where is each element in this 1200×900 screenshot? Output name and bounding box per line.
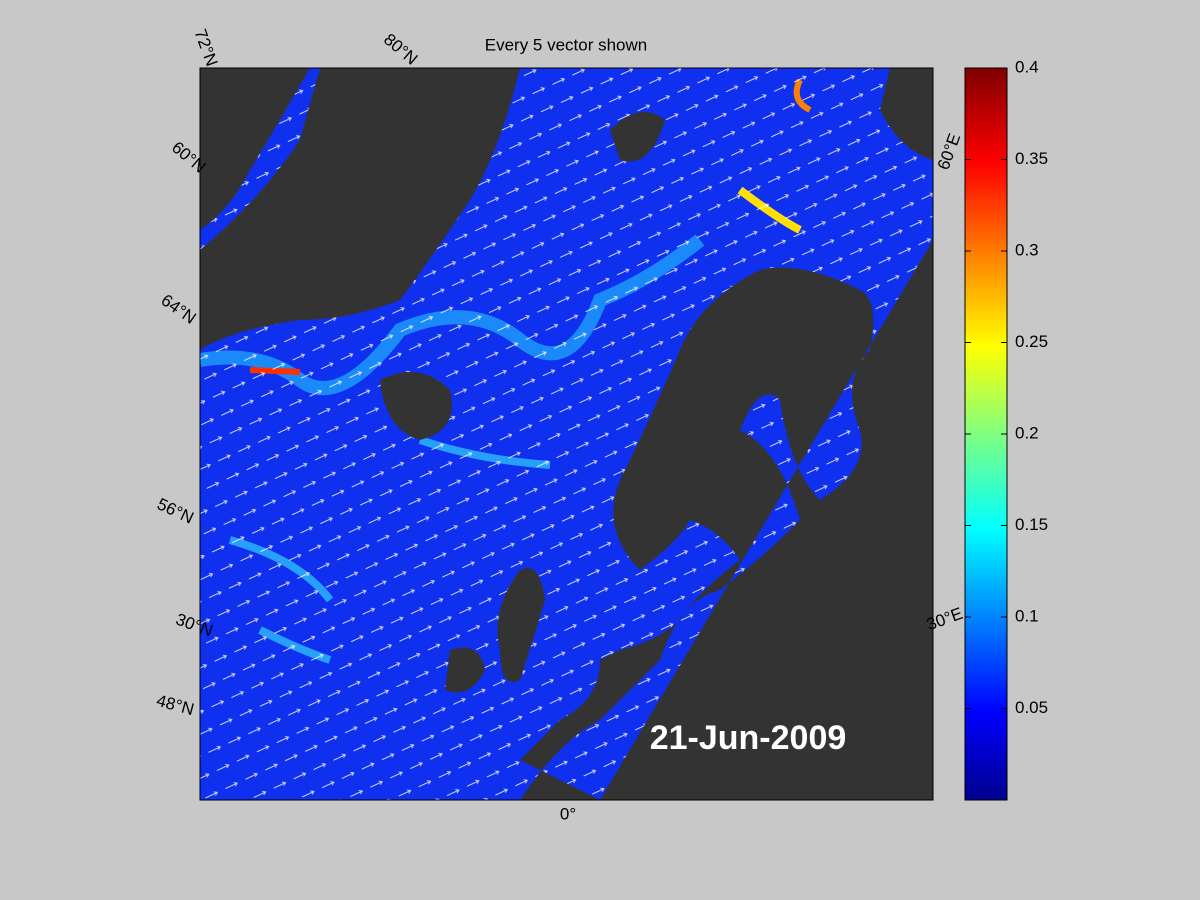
land xyxy=(610,112,665,162)
map-frame xyxy=(199,67,934,801)
colorbar-tick-label: 0.1 xyxy=(1015,606,1039,625)
land xyxy=(380,372,452,440)
land xyxy=(200,68,520,350)
colorbar-tick-label: 0.3 xyxy=(1015,240,1039,259)
colorbar-tick-label: 0.15 xyxy=(1015,515,1048,534)
date-label: 21-Jun-2009 xyxy=(650,719,847,757)
colorbar-tick-label: 0.35 xyxy=(1015,149,1048,168)
colorbar-tick-label: 0.05 xyxy=(1015,698,1048,717)
graticule-label: 0° xyxy=(560,804,576,823)
colorbar-tick-label: 0.4 xyxy=(1015,57,1039,76)
colorbar-tick-label: 0.25 xyxy=(1015,332,1048,351)
land xyxy=(880,68,933,160)
graticule-label: 64°N xyxy=(158,290,200,327)
land xyxy=(200,68,310,230)
graticule-label: 56°N xyxy=(154,494,196,527)
land xyxy=(520,240,933,800)
graticule-label: 60°E xyxy=(934,131,965,172)
colorbar-tick-label: 0.2 xyxy=(1015,423,1039,442)
graticule-label: 72°N xyxy=(191,27,222,69)
map xyxy=(200,68,933,800)
map-title: Every 5 vector shown xyxy=(485,35,648,54)
colorbar xyxy=(964,67,1008,801)
graticule-label: 80°N xyxy=(380,30,421,69)
land xyxy=(445,568,545,693)
colorbar-ticks: 0.05 0.1 0.15 0.2 0.25 0.3 0.35 0.4 xyxy=(965,57,1048,717)
graticule-label: 48°N xyxy=(154,691,196,719)
